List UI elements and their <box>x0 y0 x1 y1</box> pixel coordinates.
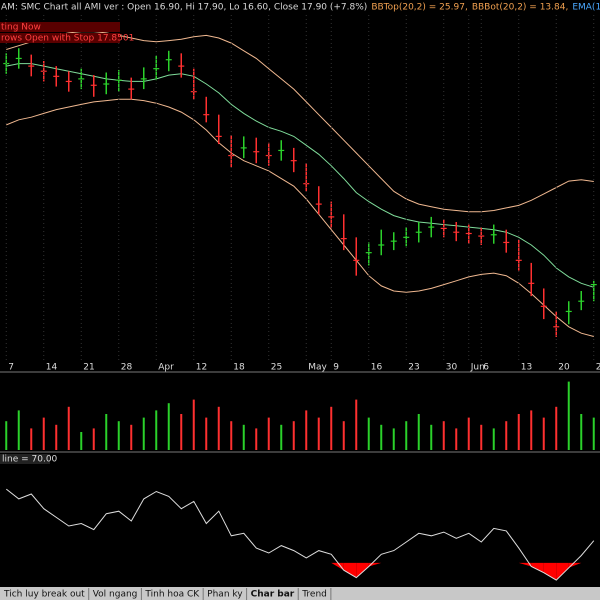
x-tick-label: 13 <box>521 363 532 373</box>
indicator-label: line = 70.00 <box>2 455 58 465</box>
x-tick-label: 20 <box>558 363 570 373</box>
volume-bar <box>242 424 245 450</box>
volume-bar <box>267 417 270 450</box>
volume-bar <box>42 417 45 450</box>
x-tick-label: 14 <box>46 363 58 373</box>
x-tick-label: 16 <box>371 363 383 373</box>
tab[interactable]: Phan ky <box>207 590 243 600</box>
header-text: BBBot(20,2) = 13.84, <box>472 3 569 13</box>
volume-bar <box>180 414 183 450</box>
volume-bar <box>67 406 70 450</box>
volume-bar <box>517 414 520 450</box>
alert-text: ting Now <box>1 23 41 33</box>
volume-bar <box>317 417 320 450</box>
volume-bar <box>205 417 208 450</box>
alert-box <box>0 22 120 32</box>
oversold-fill <box>343 562 357 578</box>
volume-bar <box>555 406 558 450</box>
volume-bar <box>192 399 195 450</box>
x-tick-label: Apr <box>158 363 174 373</box>
x-tick-label: 12 <box>196 363 207 373</box>
x-tick-label: 28 <box>121 363 133 373</box>
volume-bar <box>255 428 258 450</box>
volume-bar <box>280 424 283 450</box>
volume-bar <box>567 381 570 450</box>
volume-bar <box>130 424 133 450</box>
x-tick-label: 7 <box>8 363 14 373</box>
volume-bar <box>542 417 545 450</box>
x-tick-label: 30 <box>446 363 458 373</box>
x-tick-label: 23 <box>408 363 419 373</box>
alert-box <box>0 33 120 43</box>
volume-bar <box>355 399 358 450</box>
volume-bar <box>30 428 33 450</box>
header-text: EMA(10) = 17.69, <box>572 3 600 13</box>
volume-bar <box>217 406 220 450</box>
x-tick-label: 6 <box>483 363 489 373</box>
tab[interactable]: Tich luy break out <box>3 590 85 600</box>
tab[interactable]: Char bar <box>251 590 295 600</box>
volume-bar <box>142 417 145 450</box>
volume-bar <box>5 421 8 450</box>
overlay-line <box>6 63 594 288</box>
oversold-fill <box>531 562 544 573</box>
volume-bar <box>155 410 158 450</box>
oversold-fill <box>556 562 569 581</box>
x-tick-label: 9 <box>333 363 339 373</box>
volume-bar <box>342 421 345 450</box>
volume-bar <box>105 414 108 450</box>
volume-bar <box>230 421 233 450</box>
volume-bar <box>430 424 433 450</box>
volume-bar <box>592 417 595 450</box>
volume-bar <box>92 428 95 450</box>
volume-bar <box>392 428 395 450</box>
header-text: BBTop(20,2) = 25.97, <box>371 3 468 13</box>
overlay-line <box>6 98 594 337</box>
volume-bar <box>80 432 83 450</box>
indicator-label-box <box>0 454 50 464</box>
volume-bar <box>442 421 445 450</box>
tab-strip <box>0 587 600 600</box>
tab[interactable]: Trend <box>301 590 327 600</box>
volume-bar <box>167 403 170 450</box>
volume-bar <box>405 421 408 450</box>
volume-bar <box>330 406 333 450</box>
oversold-fill <box>331 562 344 571</box>
tab[interactable]: Vol ngang <box>93 590 138 600</box>
volume-bar <box>580 414 583 450</box>
volume-bar <box>505 421 508 450</box>
x-tick-label: May <box>308 363 327 373</box>
tab[interactable]: Tinh hoa CK <box>144 590 200 600</box>
volume-bar <box>530 410 533 450</box>
volume-bar <box>55 424 58 450</box>
x-tick-label: 18 <box>233 363 245 373</box>
volume-bar <box>467 417 470 450</box>
oversold-fill <box>518 562 532 567</box>
volume-bar <box>17 410 20 450</box>
x-tick-label: Jun <box>470 363 485 373</box>
alert-text: rows Open with Stop 17.8501 <box>1 34 134 44</box>
indicator-line <box>5 488 595 581</box>
x-tick-label: 25 <box>271 363 282 373</box>
volume-bar <box>367 417 370 450</box>
volume-bar <box>417 414 420 450</box>
volume-bar <box>292 421 295 450</box>
oversold-fill <box>543 562 557 581</box>
volume-bar <box>117 421 120 450</box>
x-tick-label: 2 <box>596 363 600 373</box>
oversold-fill <box>356 562 369 578</box>
volume-bar <box>455 428 458 450</box>
overlay-line <box>6 31 594 213</box>
x-tick-label: 21 <box>83 363 94 373</box>
volume-bar <box>480 424 483 450</box>
volume-bar <box>305 410 308 450</box>
header-text: AM: SMC Chart all AMI ver : Open 16.90, … <box>1 3 367 13</box>
volume-bar <box>380 424 383 450</box>
header-bar <box>0 0 600 14</box>
volume-bar <box>492 428 495 450</box>
